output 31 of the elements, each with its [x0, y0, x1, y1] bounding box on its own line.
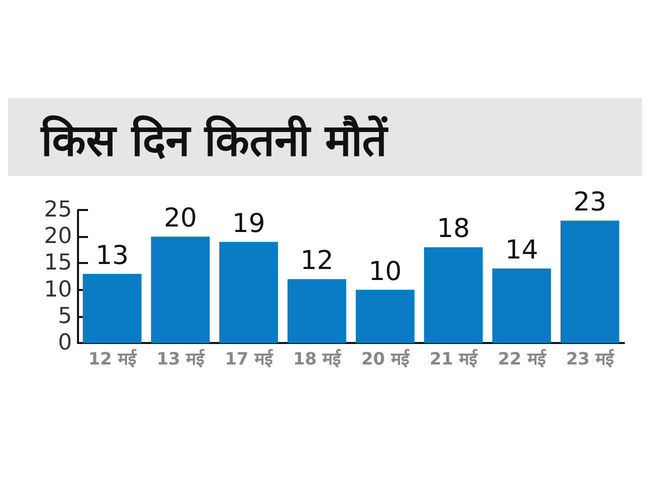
- y-tick-label: 10: [44, 277, 72, 302]
- bar: [424, 247, 483, 343]
- bar: [219, 242, 278, 343]
- x-tick-label: 20 मई: [361, 348, 410, 370]
- x-tick-label: 13 मई: [156, 348, 206, 370]
- bar: [492, 268, 551, 343]
- x-tick-label: 22 मई: [498, 348, 546, 370]
- y-tick-label: 20: [44, 224, 72, 250]
- bar: [560, 220, 620, 343]
- y-tick-label: 25: [44, 198, 72, 222]
- x-tick-label: 23 मई: [566, 348, 615, 370]
- x-tick-label: 21 मई: [430, 348, 478, 370]
- x-tick-label: 12 मई: [88, 348, 137, 370]
- bar: [288, 279, 346, 343]
- x-tick-label: 17 मई: [224, 348, 274, 370]
- data-label: 20: [164, 204, 197, 234]
- data-label: 12: [300, 246, 334, 276]
- data-label: 23: [573, 188, 606, 218]
- x-tick-label: 18 मई: [293, 348, 342, 370]
- data-label: 14: [505, 236, 538, 266]
- data-label: 19: [232, 208, 266, 239]
- bar: [82, 274, 142, 343]
- y-tick-label: 15: [44, 250, 72, 276]
- bar: [151, 236, 210, 343]
- y-tick-label: 5: [58, 304, 72, 329]
- data-label: 13: [96, 240, 129, 271]
- y-tick-label: 0: [58, 330, 72, 356]
- chart-title: किस दिन कितनी मौतें: [40, 114, 389, 166]
- bar: [356, 290, 414, 343]
- data-label: 10: [368, 256, 402, 287]
- data-label: 18: [436, 214, 470, 244]
